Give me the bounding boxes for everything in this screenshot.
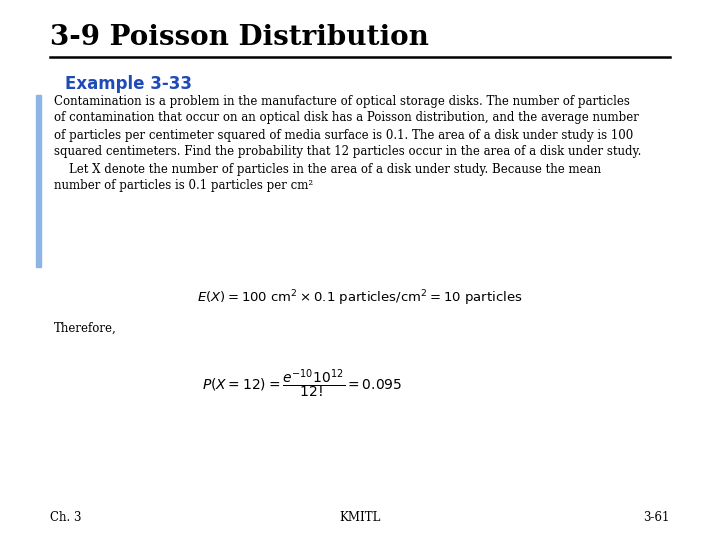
Bar (36, 94, 41, 267)
Text: Contamination is a problem in the manufacture of optical storage disks. The numb: Contamination is a problem in the manufa… (54, 94, 642, 192)
Text: Therefore,: Therefore, (54, 321, 117, 334)
Text: $P(X = 12) = \dfrac{e^{-10}10^{12}}{12!} = 0.095$: $P(X = 12) = \dfrac{e^{-10}10^{12}}{12!}… (202, 367, 402, 400)
Text: Example 3-33: Example 3-33 (65, 75, 192, 92)
Text: $E(X) = 100\ \mathrm{cm}^2 \times 0.1\ \mathrm{particles/cm}^2 = 10\ \mathrm{par: $E(X) = 100\ \mathrm{cm}^2 \times 0.1\ \… (197, 289, 523, 308)
Text: 3-9 Poisson Distribution: 3-9 Poisson Distribution (50, 24, 429, 51)
Text: Ch. 3: Ch. 3 (50, 511, 82, 524)
Text: 3-61: 3-61 (643, 511, 670, 524)
Text: KMITL: KMITL (339, 511, 381, 524)
